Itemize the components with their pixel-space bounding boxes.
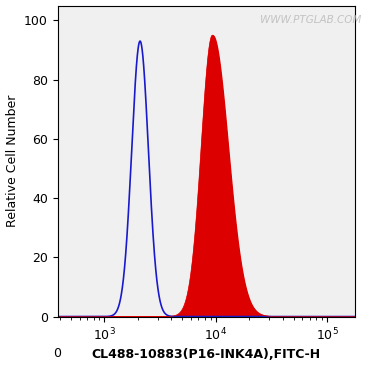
- Text: WWW.PTGLAB.COM: WWW.PTGLAB.COM: [260, 15, 361, 25]
- Y-axis label: Relative Cell Number: Relative Cell Number: [6, 95, 18, 227]
- Text: 0: 0: [53, 347, 61, 360]
- X-axis label: CL488-10883(P16-INK4A),FITC-H: CL488-10883(P16-INK4A),FITC-H: [92, 348, 321, 361]
